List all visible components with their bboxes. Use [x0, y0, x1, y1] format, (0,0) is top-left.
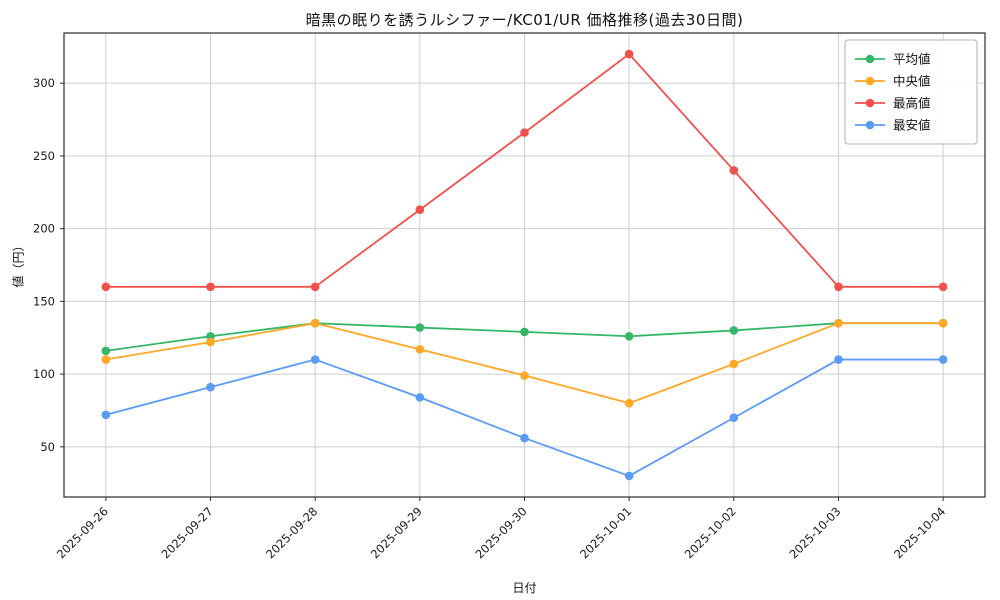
y-tick-label: 250 [33, 149, 55, 163]
series-marker [938, 355, 948, 364]
series-marker [624, 49, 634, 59]
series-marker [206, 337, 215, 347]
series-marker [520, 327, 529, 337]
series-marker [415, 345, 425, 354]
legend-marker [865, 76, 875, 86]
series-marker [101, 355, 111, 364]
legend-marker [865, 54, 875, 64]
series-marker [310, 355, 320, 364]
x-tick-label: 2025-09-29 [368, 504, 425, 561]
y-tick-label: 150 [33, 294, 55, 308]
series-marker [206, 282, 215, 292]
series-marker [101, 282, 111, 292]
legend-label: 平均値 [893, 52, 931, 67]
legend-label: 最高値 [893, 96, 931, 111]
x-tick-label: 2025-09-28 [263, 504, 320, 561]
y-tick-label: 50 [40, 440, 55, 454]
series-marker [624, 331, 634, 341]
legend-box [844, 39, 978, 145]
legend-marker [865, 120, 875, 130]
series-marker [310, 282, 320, 292]
legend-marker [865, 98, 875, 108]
x-tick-label: 2025-10-04 [891, 504, 948, 561]
chart-title: 暗黒の眠りを誘うルシファー/KC01/UR 価格推移(過去30日間) [305, 11, 744, 29]
series-marker [415, 205, 425, 215]
legend-label: 最安値 [893, 118, 931, 133]
series-marker [729, 359, 739, 369]
series-marker [834, 355, 843, 364]
series-marker [938, 282, 948, 292]
x-tick-label: 2025-10-01 [577, 504, 634, 561]
series-marker [206, 382, 215, 392]
x-tick-label: 2025-09-27 [158, 504, 215, 561]
series-marker [729, 413, 739, 423]
y-tick-label: 300 [33, 76, 55, 90]
series-marker [415, 393, 425, 402]
y-tick-label: 200 [33, 222, 55, 236]
x-axis-label: 日付 [512, 581, 537, 595]
legend-label: 中央値 [893, 74, 931, 89]
y-axis-label: 値（円） [11, 239, 26, 288]
y-tick-label: 100 [33, 367, 55, 381]
series-marker [520, 128, 529, 137]
x-tick-label: 2025-10-02 [682, 504, 739, 561]
series-marker [834, 282, 843, 292]
x-tick-label: 2025-09-26 [54, 504, 111, 561]
series-marker [520, 371, 529, 380]
series-marker [310, 318, 320, 328]
series-marker [415, 323, 425, 332]
series-marker [101, 346, 111, 356]
series-marker [624, 471, 634, 481]
series-marker [624, 398, 634, 408]
series-marker [520, 433, 529, 443]
series-marker [729, 166, 739, 175]
x-tick-label: 2025-09-30 [472, 504, 529, 561]
series-marker [938, 318, 948, 328]
x-tick-label: 2025-10-03 [786, 504, 843, 561]
series-marker [101, 410, 111, 420]
series-marker [729, 326, 739, 335]
series-marker [834, 318, 843, 328]
